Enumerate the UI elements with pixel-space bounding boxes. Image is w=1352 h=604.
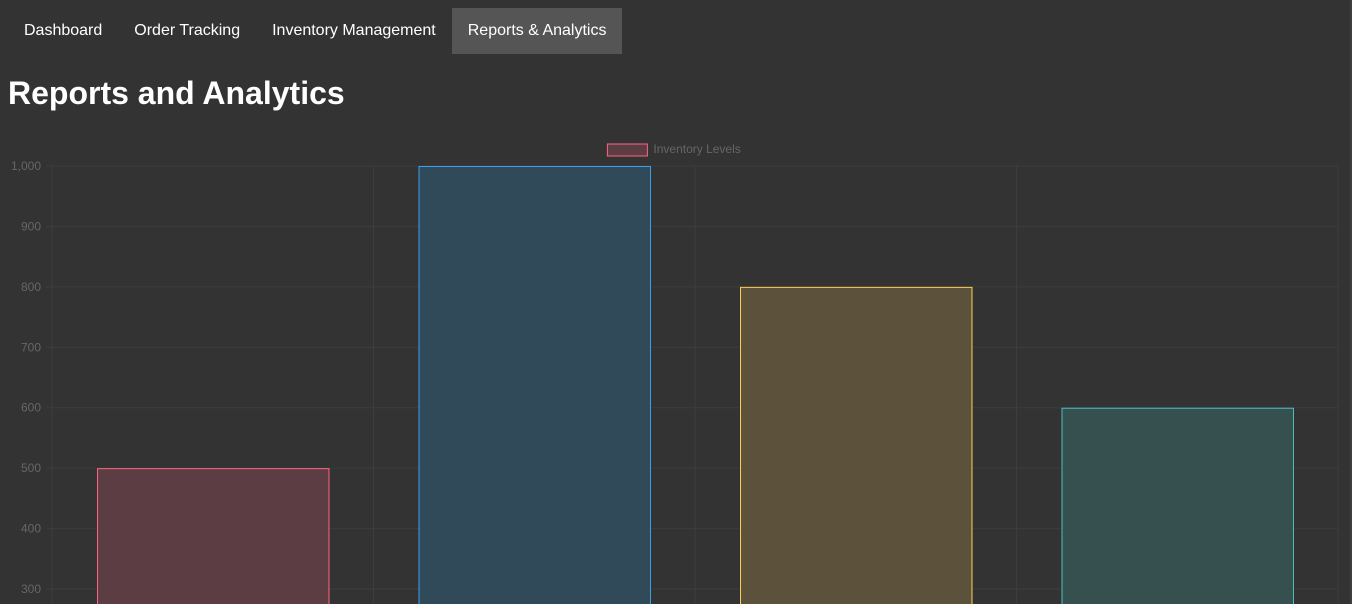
y-tick-label: 500 (21, 461, 41, 475)
tab-order-tracking[interactable]: Order Tracking (134, 22, 241, 39)
bar (1061, 407, 1294, 604)
y-tick-label: 300 (21, 582, 41, 596)
main-nav: Dashboard Order Tracking Inventory Manag… (8, 8, 623, 54)
tab-reports-analytics[interactable]: Reports & Analytics (451, 8, 623, 54)
tab-dashboard[interactable]: Dashboard (24, 22, 103, 39)
inventory-chart-svg: 1,000 900 800 700 600 500 400 300 Inventory Leve… (11, 142, 1339, 604)
tab-inventory-management[interactable]: Inventory Management (272, 22, 436, 39)
y-tick-label: 900 (21, 219, 41, 233)
bar (418, 166, 651, 604)
inventory-chart: 1,000 900 800 700 600 500 400 300 Inventory Leve… (0, 130, 1352, 604)
legend-label: Inventory Levels (653, 142, 740, 156)
y-tick-label: 700 (21, 340, 41, 354)
y-tick-label: 600 (21, 401, 41, 415)
page-title: Reports and Analytics (8, 75, 345, 111)
scrollbar[interactable] (1350, 0, 1352, 604)
bar (740, 286, 973, 604)
y-tick-label: 800 (21, 280, 41, 294)
y-tick-label: 400 (21, 522, 41, 536)
y-tick-label: 1,000 (11, 159, 41, 173)
bar (97, 468, 330, 604)
legend-swatch (606, 143, 648, 157)
